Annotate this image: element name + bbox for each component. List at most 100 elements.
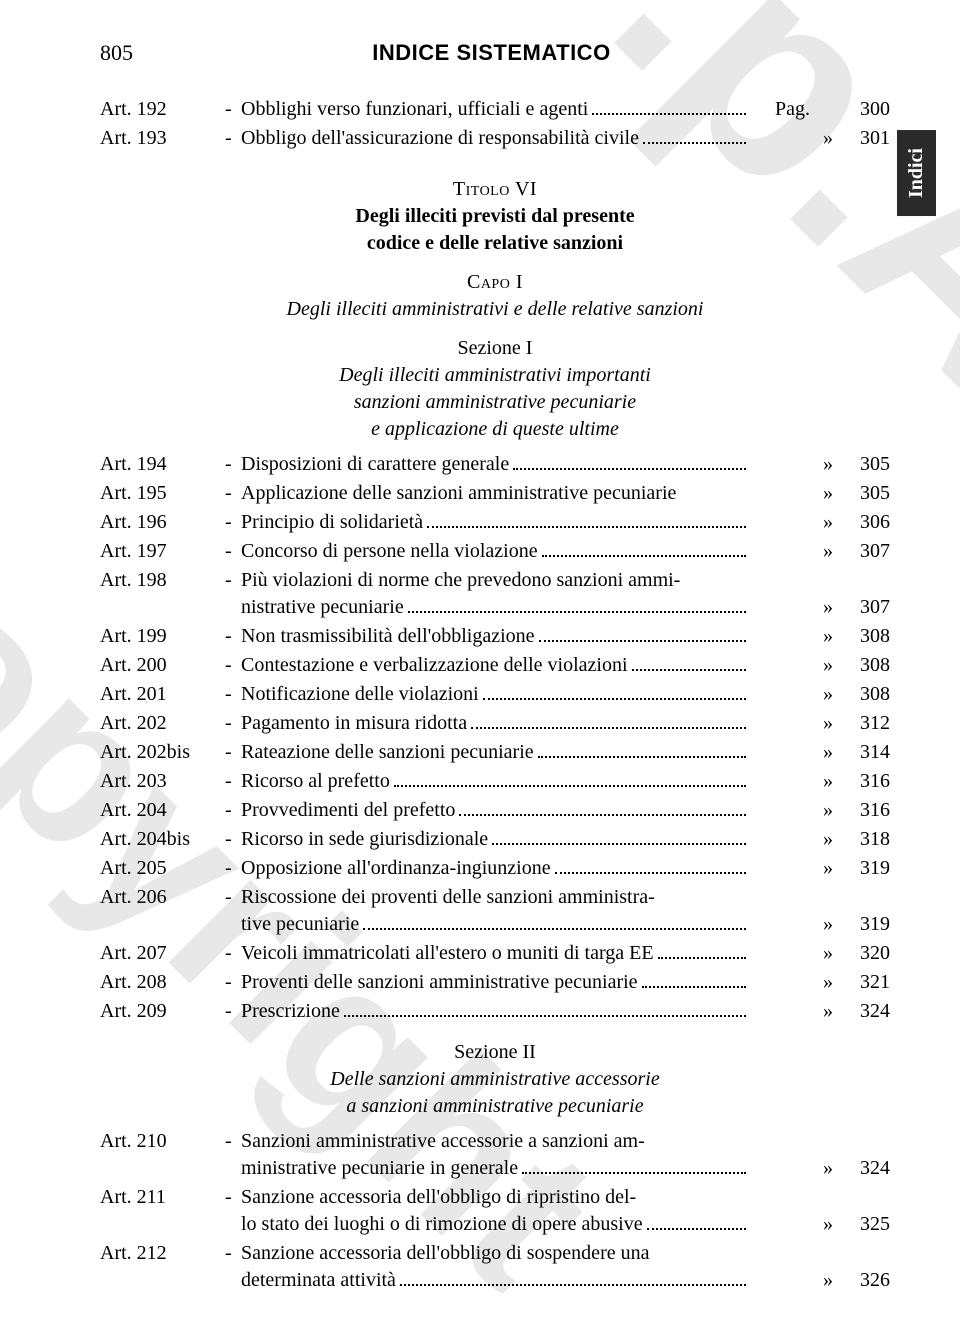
- entry-description: Prescrizione: [241, 998, 750, 1025]
- hyphen: -: [225, 940, 241, 967]
- description-text: Notificazione delle violazioni: [241, 681, 479, 708]
- description-text: lo stato dei luoghi o di rimozione di op…: [241, 1211, 643, 1238]
- hyphen: -: [225, 480, 241, 507]
- toc-entry: Art. 208-Proventi delle sanzioni amminis…: [100, 969, 890, 996]
- titolo-sub1: Degli illeciti previsti dal presente: [100, 205, 890, 228]
- page-ref: 307: [840, 538, 890, 565]
- toc-entry: Art. 202bis-Rateazione delle sanzioni pe…: [100, 739, 890, 766]
- description-text: Più violazioni di norme che prevedono sa…: [241, 567, 680, 594]
- page-symbol: »: [816, 652, 840, 679]
- description-text: Obblighi verso funzionari, ufficiali e a…: [241, 96, 588, 123]
- leader-dots: [483, 698, 746, 700]
- entry-description: Provvedimenti del prefetto: [241, 797, 750, 824]
- titolo-label: Titolo VI: [100, 178, 890, 201]
- hyphen: -: [225, 768, 241, 795]
- leader-dots: [632, 669, 747, 671]
- article-number: Art. 203: [100, 768, 225, 795]
- hyphen: -: [225, 998, 241, 1025]
- header-title: INDICE SISTEMATICO: [372, 40, 610, 66]
- page-content: 805 INDICE SISTEMATICO Art. 192 - Obblighi…: [0, 0, 960, 1336]
- toc-entry: Art. 201-Notificazione delle violazioni »…: [100, 681, 890, 708]
- description-text: Applicazione delle sanzioni amministrati…: [241, 480, 676, 507]
- description-text: tive pecuniarie: [241, 911, 359, 938]
- entry-description: Sanzione accessoria dell'obbligo di ripr…: [241, 1184, 750, 1238]
- entry-description: Concorso di persone nella violazione: [241, 538, 750, 565]
- article-number: Art. 208: [100, 969, 225, 996]
- leader-dots: [400, 1284, 746, 1286]
- article-number: Art. 209: [100, 998, 225, 1025]
- article-number: Art. 194: [100, 451, 225, 478]
- article-number: Art. 197: [100, 538, 225, 565]
- hyphen: -: [225, 681, 241, 708]
- entry-description: Obblighi verso funzionari, ufficiali e a…: [241, 96, 750, 123]
- article-number: Art. 210: [100, 1128, 225, 1182]
- page-ref: 308: [840, 623, 890, 650]
- page-symbol: »: [816, 1155, 840, 1182]
- toc-entry: Art. 212-Sanzione accessoria dell'obblig…: [100, 1240, 890, 1294]
- entry-description: Ricorso in sede giurisdizionale: [241, 826, 750, 853]
- toc-entry: Art. 197-Concorso di persone nella viola…: [100, 538, 890, 565]
- page-symbol: »: [816, 125, 840, 152]
- hyphen: -: [225, 1184, 241, 1238]
- page-symbol: »: [816, 480, 840, 507]
- entry-description: Riscossione dei proventi delle sanzioni …: [241, 884, 750, 938]
- page-ref: 305: [840, 480, 890, 507]
- page-symbol: »: [816, 998, 840, 1025]
- description-text: Proventi delle sanzioni amministrative p…: [241, 969, 638, 996]
- page-symbol: »: [816, 1211, 840, 1238]
- entry-description: Proventi delle sanzioni amministrative p…: [241, 969, 750, 996]
- page-symbol: »: [816, 681, 840, 708]
- leader-dots: [658, 957, 746, 959]
- article-number: Art. 201: [100, 681, 225, 708]
- hyphen: -: [225, 1128, 241, 1182]
- article-number: Art. 192: [100, 96, 225, 123]
- sez2-label: Sezione II: [100, 1041, 890, 1064]
- hyphen: -: [225, 826, 241, 853]
- description-text: ministrative pecuniarie in generale: [241, 1155, 518, 1182]
- leader-dots: [592, 113, 746, 115]
- description-text: Veicoli immatricolati all'estero o munit…: [241, 940, 654, 967]
- page-ref: 312: [840, 710, 890, 737]
- entry-description: Più violazioni di norme che prevedono sa…: [241, 567, 750, 621]
- leader-dots: [647, 1228, 746, 1230]
- toc-entry: Art. 203-Ricorso al prefetto»316: [100, 768, 890, 795]
- sez1-sub2: sanzioni amministrative pecuniarie: [100, 391, 890, 414]
- description-text: Opposizione all'ordinanza-ingiunzione: [241, 855, 551, 882]
- page-symbol: »: [816, 538, 840, 565]
- description-text: Concorso di persone nella violazione: [241, 538, 538, 565]
- description-text: Provvedimenti del prefetto: [241, 797, 455, 824]
- article-number: Art. 193: [100, 125, 225, 152]
- entry-description: Sanzioni amministrative accessorie a san…: [241, 1128, 750, 1182]
- article-number: Art. 202bis: [100, 739, 225, 766]
- toc-entry: Art. 204bis-Ricorso in sede giurisdizion…: [100, 826, 890, 853]
- hyphen: -: [225, 969, 241, 996]
- toc-entry: Art. 205-Opposizione all'ordinanza-ingiu…: [100, 855, 890, 882]
- article-number: Art. 200: [100, 652, 225, 679]
- entry-description: Veicoli immatricolati all'estero o munit…: [241, 940, 750, 967]
- entry-description: Non trasmissibilità dell'obbligazione: [241, 623, 750, 650]
- article-number: Art. 204: [100, 797, 225, 824]
- page-symbol: »: [816, 451, 840, 478]
- page-ref: 306: [840, 509, 890, 536]
- page-symbol: »: [816, 911, 840, 938]
- leader-dots: [394, 785, 746, 787]
- capo-sub: Degli illeciti amministrativi e delle re…: [100, 298, 890, 321]
- page-ref: 305: [840, 451, 890, 478]
- article-number: Art. 202: [100, 710, 225, 737]
- page-number: 805: [100, 40, 133, 66]
- page-ref: 308: [840, 681, 890, 708]
- page-symbol: »: [816, 594, 840, 621]
- entry-description: Ricorso al prefetto: [241, 768, 750, 795]
- description-text: determinata attività: [241, 1267, 396, 1294]
- article-number: Art. 207: [100, 940, 225, 967]
- page-symbol: »: [816, 768, 840, 795]
- page-symbol: »: [816, 739, 840, 766]
- page-ref: 308: [840, 652, 890, 679]
- description-text: Sanzione accessoria dell'obbligo di ripr…: [241, 1184, 636, 1211]
- page-symbol: »: [816, 623, 840, 650]
- page-ref: 319: [840, 855, 890, 882]
- sez2-sub2: a sanzioni amministrative pecuniarie: [100, 1095, 890, 1118]
- page-symbol: »: [816, 855, 840, 882]
- toc-entry: Art. 211-Sanzione accessoria dell'obblig…: [100, 1184, 890, 1238]
- article-number: Art. 205: [100, 855, 225, 882]
